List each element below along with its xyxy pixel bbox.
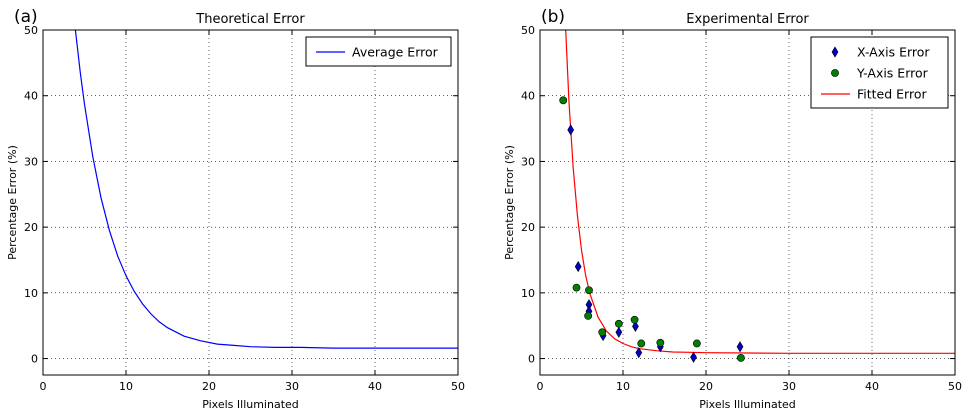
axes-frame xyxy=(539,29,956,376)
x-axis-error-point xyxy=(632,320,639,332)
y-axis-error-point xyxy=(598,328,607,337)
x-axis-error-point xyxy=(574,260,582,273)
x-axis-error-point xyxy=(736,341,744,353)
y-axis-error-point xyxy=(585,286,593,295)
legend-label: Y-Axis Error xyxy=(856,66,929,81)
y-tick-label: 20 xyxy=(24,221,38,234)
y-axis-error-point xyxy=(614,319,623,328)
chart-panel-b: 0 10 20 30 40 50 0 10 20 30 40 50 (b) Experimental Er… xyxy=(503,7,962,411)
chart-title: Experimental Error xyxy=(686,12,809,27)
y-axis-error-point xyxy=(656,338,665,347)
panel-label: (a) xyxy=(14,7,38,27)
y-axis-error-point xyxy=(736,354,745,362)
x-axis-error-point xyxy=(690,351,697,363)
legend-label: X-Axis Error xyxy=(857,45,930,60)
x-axis-error-point xyxy=(635,347,643,359)
y-axis-error-point xyxy=(572,283,581,292)
y-tick-label: 40 xyxy=(24,90,38,103)
legend: Average Error xyxy=(305,36,452,67)
y-tick-label: 40 xyxy=(521,90,535,103)
x-tick-label: 50 xyxy=(451,380,465,393)
legend-label: Fitted Error xyxy=(857,87,927,102)
y-axis-error-point xyxy=(692,339,701,348)
y-tick-label: 20 xyxy=(521,221,535,234)
y-tick-label: 10 xyxy=(521,287,535,300)
y-tick-label: 30 xyxy=(24,155,38,168)
x-tick-label: 0 xyxy=(537,380,544,393)
panel-label: (b) xyxy=(541,7,565,27)
x-tick-label: 0 xyxy=(40,380,47,393)
x-tick-label: 10 xyxy=(119,380,133,393)
x-axis-label: Pixels Illuminated xyxy=(699,398,796,411)
x-axis-error-point xyxy=(567,124,575,136)
y-axis-label: Percentage Error (%) xyxy=(6,145,19,260)
x-tick-label: 40 xyxy=(865,380,879,393)
y-tick-label: 10 xyxy=(24,287,38,300)
y-tick-label: 0 xyxy=(31,353,38,366)
legend-label: Average Error xyxy=(352,45,439,60)
x-tick-label: 10 xyxy=(616,380,630,393)
y-tick-label: 50 xyxy=(521,24,535,37)
y-tick-label: 30 xyxy=(521,155,535,168)
y-axis-error-point xyxy=(584,311,593,320)
x-tick-label: 40 xyxy=(368,380,382,393)
legend-diamond-swatch xyxy=(831,46,839,58)
x-tick-label: 20 xyxy=(202,380,216,393)
y-axis-error-point xyxy=(637,339,646,348)
y-axis-error-point xyxy=(559,96,568,105)
plot-area xyxy=(74,30,458,349)
legend-circle-swatch xyxy=(831,69,839,77)
y-tick-label: 50 xyxy=(24,24,38,37)
y-axis-error-point xyxy=(630,315,639,324)
series-line-fitted-error xyxy=(565,30,955,354)
x-tick-label: 20 xyxy=(699,380,713,393)
plot-area xyxy=(559,30,955,363)
y-axis-label: Percentage Error (%) xyxy=(503,145,516,260)
x-tick-label: 50 xyxy=(948,380,962,393)
x-axis-error-point xyxy=(615,326,623,338)
x-axis-label: Pixels Illuminated xyxy=(202,398,299,411)
x-tick-label: 30 xyxy=(285,380,299,393)
x-tick-label: 30 xyxy=(782,380,796,393)
axes-frame xyxy=(42,29,459,376)
y-tick-label: 0 xyxy=(528,353,535,366)
chart-title: Theoretical Error xyxy=(195,12,305,27)
legend: X-Axis Error Y-Axis Error Fitted Error xyxy=(810,36,949,109)
series-line-average-error xyxy=(74,30,458,349)
